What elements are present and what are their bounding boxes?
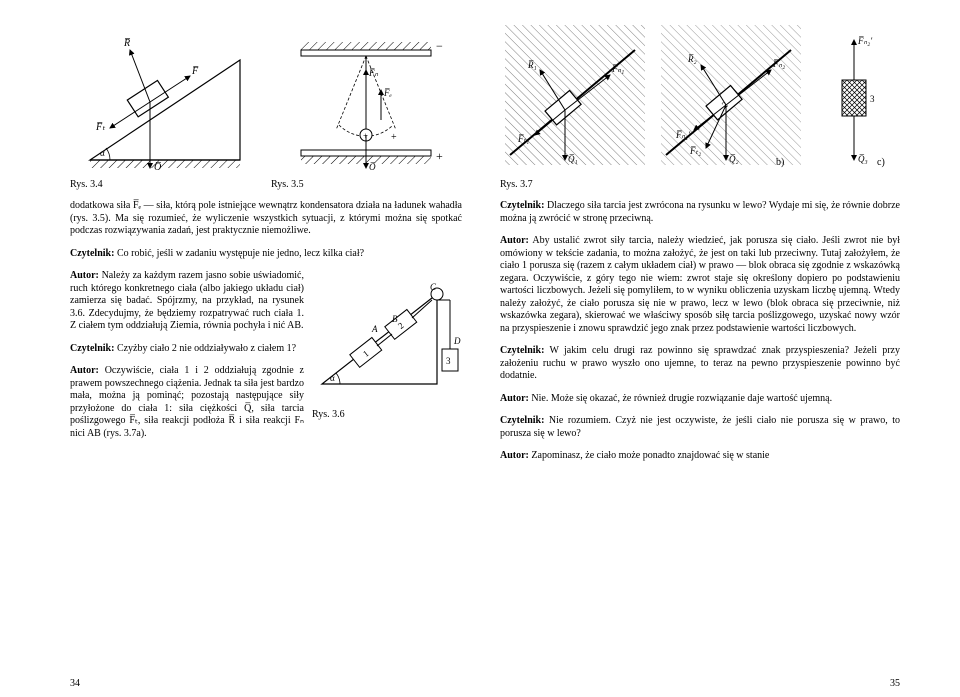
svg-text:F̅: F̅ <box>191 66 199 77</box>
svg-text:−: − <box>436 39 443 53</box>
svg-text:+: + <box>391 132 397 143</box>
figure-3-7-row: R̅₁ F̅ₙ₁ F̅ₜ₁ Q̅₁ <box>500 20 900 175</box>
fig36-caption: Rys. 3.6 <box>312 409 462 422</box>
left-body: dodatkowa siła F̅ₑ — siła, którą pole is… <box>70 200 462 440</box>
page-number-left: 34 <box>70 678 80 689</box>
r-czyt2: Czytelnik: W jakim celu drugi raz powinn… <box>500 345 900 383</box>
figure-3-7a: R̅₁ F̅ₙ₁ F̅ₜ₁ Q̅₁ <box>500 20 650 175</box>
svg-text:B: B <box>392 314 398 324</box>
figure-3-4: R̅ F̅ₜ F̅ Q̅ α <box>70 20 261 175</box>
svg-text:F̅ₙ₂': F̅ₙ₂' <box>857 36 873 46</box>
fig34-caption: Rys. 3.4 <box>70 179 261 190</box>
svg-text:R̅₁: R̅₁ <box>527 60 537 70</box>
r-czyt3: Czytelnik: Nie rozumiem. Czyż nie jest o… <box>500 415 900 440</box>
svg-text:C: C <box>430 282 437 292</box>
r-autor3: Autor: Zapominasz, że ciało może ponadto… <box>500 450 900 463</box>
figure-3-6: 3 1 2 A B C <box>312 274 462 421</box>
svg-text:Q̅₁: Q̅₁ <box>568 154 578 164</box>
svg-text:F̅ₙ₂: F̅ₙ₂ <box>772 59 785 69</box>
svg-text:3: 3 <box>870 94 875 104</box>
para1: dodatkowa siła F̅ₑ — siła, którą pole is… <box>70 200 462 238</box>
fig35-caption: Rys. 3.5 <box>271 179 462 190</box>
svg-text:b): b) <box>776 157 784 168</box>
r-czyt1: Czytelnik: Dlaczego siła tarcia jest zwr… <box>500 200 900 225</box>
fig37-caption: Rys. 3.7 <box>500 179 900 190</box>
svg-text:A: A <box>371 324 378 334</box>
svg-text:F̅ₑ: F̅ₑ <box>383 88 392 98</box>
right-page: R̅₁ F̅ₙ₁ F̅ₜ₁ Q̅₁ <box>480 0 960 697</box>
figure-3-5: − + + + F̅ₙ F̅ₑ Q̅ <box>271 20 462 175</box>
svg-text:F̅ₜ: F̅ₜ <box>95 122 106 133</box>
left-page: R̅ F̅ₜ F̅ Q̅ α <box>0 0 480 697</box>
svg-text:R̅: R̅ <box>123 38 131 49</box>
figure-3-7b: 2 R̅₂ F̅ₙ₂ F̅ₙ₁' F̅ₜ₂ Q̅₂ b) <box>656 20 806 175</box>
svg-text:Q̅₃: Q̅₃ <box>858 154 868 164</box>
right-body: Czytelnik: Dlaczego siła tarcia jest zwr… <box>500 200 900 463</box>
r-autor2: Autor: Nie. Może się okazać, że również … <box>500 393 900 406</box>
svg-text:α: α <box>330 373 335 383</box>
svg-text:c): c) <box>877 157 885 168</box>
svg-text:R̅₂: R̅₂ <box>687 54 697 64</box>
svg-text:F̅ₙ₁: F̅ₙ₁ <box>611 64 624 74</box>
figure-3-7c: 3 F̅ₙ₂' Q̅₃ c) <box>812 20 902 175</box>
svg-text:F̅ₜ₁: F̅ₜ₁ <box>517 134 529 144</box>
svg-text:Q̅₂: Q̅₂ <box>729 154 739 164</box>
svg-text:Q̅: Q̅ <box>154 162 162 170</box>
svg-text:+: + <box>436 149 443 163</box>
top-figures-row: R̅ F̅ₜ F̅ Q̅ α <box>70 20 462 175</box>
dialog-czyt1: Czytelnik: Co robić, jeśli w zadaniu wys… <box>70 248 462 261</box>
svg-text:Q̅: Q̅ <box>369 162 376 170</box>
svg-text:F̅ₜ₂: F̅ₜ₂ <box>689 146 701 156</box>
svg-text:3: 3 <box>446 356 451 366</box>
fig-caption-row-left: Rys. 3.4 Rys. 3.5 <box>70 179 462 190</box>
svg-text:F̅ₙ: F̅ₙ <box>368 68 378 78</box>
page-number-right: 35 <box>890 678 900 689</box>
svg-text:D: D <box>453 336 461 346</box>
r-autor1: Autor: Aby ustalić zwrot siły tarcia, na… <box>500 235 900 335</box>
svg-text:α: α <box>100 148 105 158</box>
svg-text:F̅ₙ₁': F̅ₙ₁' <box>675 130 691 140</box>
